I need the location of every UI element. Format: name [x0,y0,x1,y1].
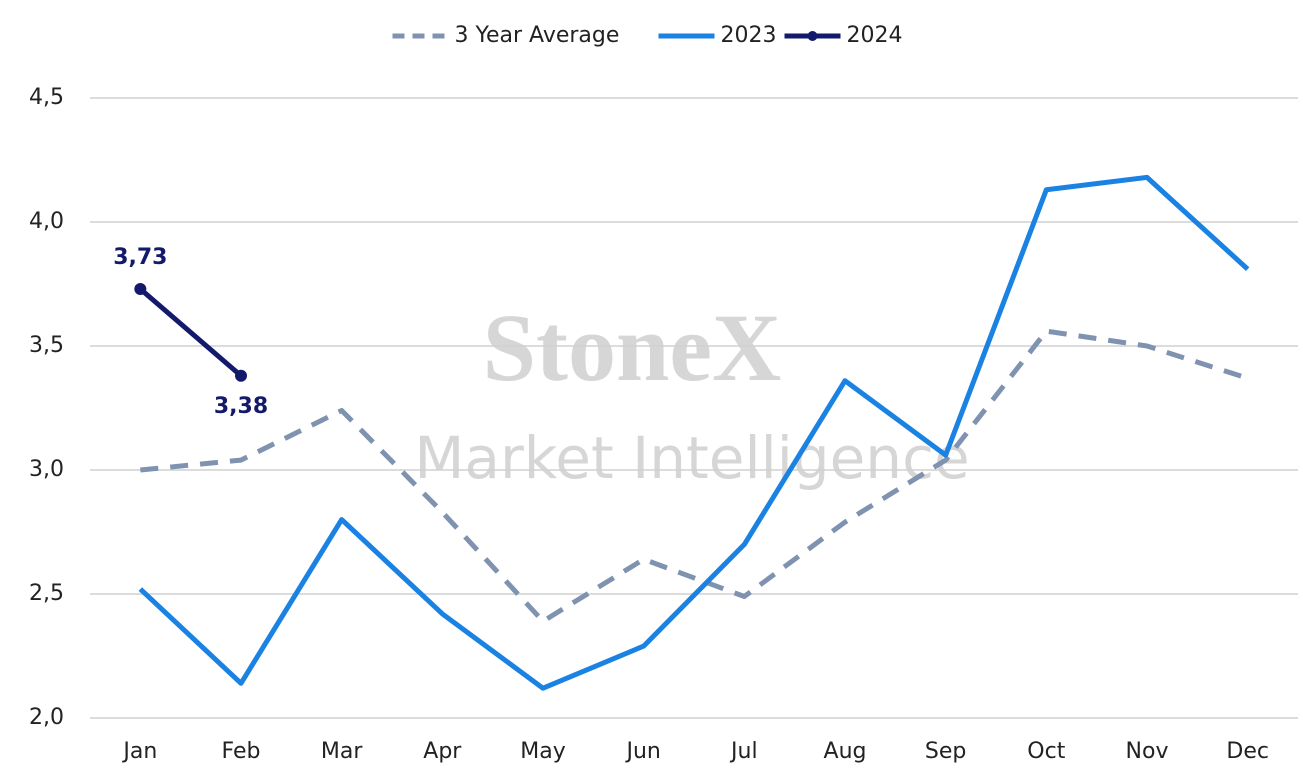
x-tick-label: Nov [1126,739,1169,764]
y-tick-label: 4,0 [29,209,64,234]
y-tick-label: 3,0 [29,457,64,482]
x-tick-label: Jun [624,739,660,764]
x-tick-label: Apr [423,739,462,764]
watermark-tagline: Market Intelligence [414,424,969,492]
data-label: 3,38 [214,394,268,419]
x-tick-label: Sep [925,739,966,764]
point [235,369,247,382]
legend-label: 2023 [721,23,777,48]
x-tick-label: Oct [1027,739,1065,764]
x-tick-label: Dec [1226,739,1269,764]
x-tick-label: May [520,739,565,764]
series-line [138,174,1250,691]
point [134,282,147,295]
legend-marker [807,31,818,41]
legend-label: 3 Year Average [455,23,620,48]
y-tick-label: 3,5 [29,333,64,358]
legend-label: 2024 [847,23,903,48]
x-tick-label: Feb [222,739,261,764]
watermark-brand: StoneX [483,294,782,401]
x-tick-label: Jul [729,739,758,764]
series-line [140,328,1249,624]
y-tick-label: 4,5 [29,85,64,110]
x-tick-label: Aug [824,739,867,764]
x-tick-label: Jan [121,739,157,764]
x-tick-label: Mar [321,739,363,764]
data-label: 3,73 [113,245,167,270]
y-tick-label: 2,0 [29,705,64,730]
series-line [138,287,243,378]
y-tick-label: 2,5 [29,581,64,606]
